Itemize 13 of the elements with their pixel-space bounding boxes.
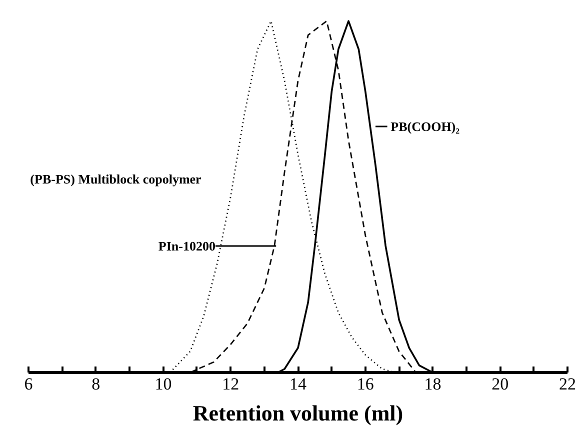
x-tick-label: 12 — [222, 374, 240, 394]
x-axis-title: Retention volume (ml) — [192, 400, 404, 426]
x-tick-label: 6 — [24, 374, 33, 394]
x-tick-label: 14 — [290, 374, 307, 394]
annotation: PIn-10200 — [158, 238, 216, 254]
x-tick-label: 22 — [559, 374, 576, 394]
x-tick-label: 8 — [92, 374, 100, 394]
annotation: (PB-PS) Multiblock copolymer — [30, 172, 202, 187]
x-tick-label: 20 — [492, 374, 509, 394]
annotation: PB(COOH)₂ — [390, 118, 460, 134]
x-tick-label: 18 — [424, 374, 442, 394]
x-tick-label: 10 — [154, 374, 172, 394]
x-tick-label: 16 — [356, 374, 374, 394]
